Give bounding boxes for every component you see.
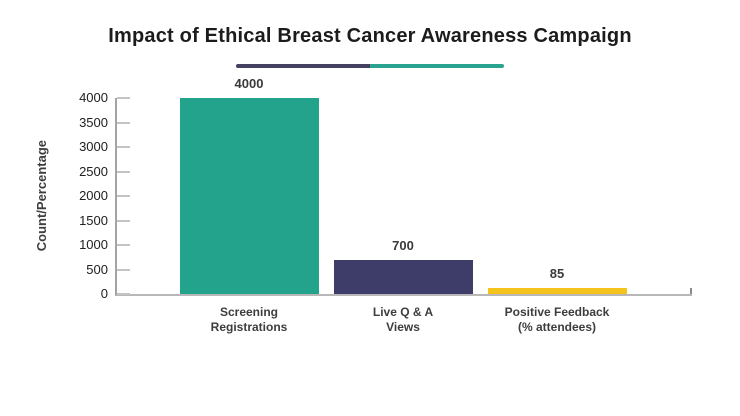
y-tick-mark	[117, 170, 130, 173]
y-tick-mark	[117, 244, 130, 246]
bar-1	[333, 260, 473, 294]
y-tick-mark	[117, 195, 130, 197]
y-tick-label: 1000	[79, 237, 108, 252]
bar-0	[179, 98, 319, 294]
bar-value-label: 4000	[234, 76, 264, 91]
y-tick-mark	[117, 293, 130, 295]
y-tick-mark	[117, 97, 130, 99]
chart-title: Impact of Ethical Breast Cancer Awarenes…	[108, 25, 632, 47]
bar-2	[487, 288, 627, 294]
x-category-label: Live Q & A Views	[372, 305, 434, 334]
y-tick-label: 3500	[79, 114, 108, 130]
x-axis-end-tick	[690, 288, 692, 294]
divider-right-segment	[370, 64, 504, 68]
y-axis-label: Count/Percentage	[33, 140, 49, 252]
y-tick-label: 0	[100, 286, 108, 301]
y-tick-label: 2500	[79, 163, 108, 179]
x-category-label: Screening Registrations	[210, 305, 288, 334]
y-tick-mark	[117, 268, 130, 271]
y-tick-mark	[117, 146, 130, 148]
y-axis-label-wrap: Count/Percentage	[30, 98, 52, 294]
y-tick-label: 3000	[79, 139, 108, 154]
y-tick-mark	[117, 219, 130, 222]
x-category-label: Positive Feedback (% attendees)	[504, 305, 610, 334]
divider-left-segment	[236, 64, 370, 68]
title-divider	[236, 64, 504, 68]
y-tick-label: 500	[86, 261, 108, 277]
y-tick-mark	[117, 121, 130, 124]
y-tick-label: 2000	[79, 188, 108, 203]
bar-value-label: 700	[392, 238, 414, 253]
y-tick-label: 1500	[79, 212, 108, 228]
y-tick-label: 4000	[79, 90, 108, 105]
bar-value-label: 85	[549, 266, 565, 281]
plot-area: 0 500 1000 1500 2000 2500 3000 3500 4000 4000 Scre…	[79, 76, 692, 334]
